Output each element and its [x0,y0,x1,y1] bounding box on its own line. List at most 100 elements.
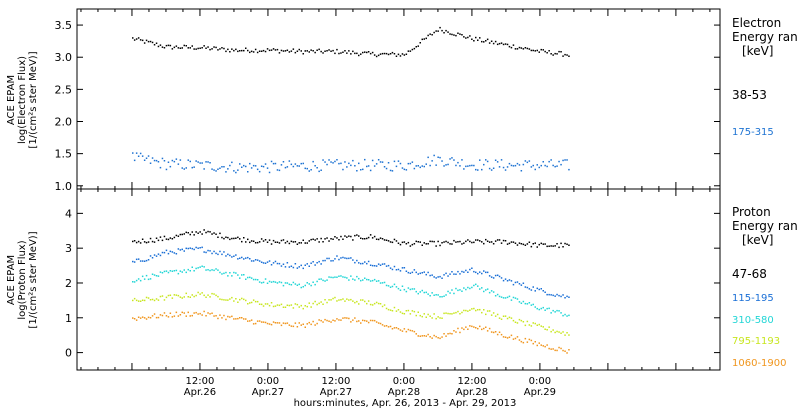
data-point [427,243,429,245]
data-point [151,257,154,259]
data-point [258,303,261,305]
data-point [233,49,235,52]
data-point [405,310,408,312]
data-point [463,242,465,244]
data-point [219,314,221,316]
data-point [264,321,267,324]
data-point [546,165,548,168]
data-point [237,169,239,171]
data-point [332,276,334,279]
data-point [155,255,158,257]
data-point [292,241,295,243]
data-point [373,302,376,305]
data-point [481,241,483,243]
data-point [532,286,534,288]
data-point [562,55,564,57]
data-point [332,162,334,164]
data-point [191,166,193,169]
data-point [514,297,517,299]
data-point [508,45,511,48]
data-point [431,337,433,339]
data-point [157,239,160,242]
data-point [409,313,412,315]
data-point [171,297,174,299]
data-point [241,274,243,276]
data-point [249,302,251,304]
data-point [249,320,251,322]
data-point [185,292,187,295]
data-point [324,259,326,262]
data-point [314,300,316,303]
data-point [504,297,507,299]
data-point [461,270,463,273]
data-point [373,319,376,322]
data-point [459,240,461,243]
data-point [191,231,193,233]
data-point [373,54,376,56]
data-point [455,273,457,275]
data-point [310,238,312,241]
data-point [258,260,261,262]
data-point [320,237,322,240]
data-point [151,240,154,243]
data-point [272,262,275,264]
data-point [159,44,162,46]
data-point [423,165,425,168]
data-point [550,159,552,161]
data-point [566,332,568,334]
data-point [449,243,451,245]
data-point [425,273,427,276]
data-point [235,298,237,300]
data-point [229,272,231,274]
data-point [457,241,459,243]
data-point [364,261,366,263]
data-point [133,39,136,41]
proton-legend-title-1: Proton [732,205,771,219]
data-point [453,273,455,275]
data-point [165,44,168,47]
data-point [330,260,332,262]
data-point [356,320,358,323]
data-point [149,40,152,43]
data-point [560,51,562,53]
data-point [437,337,439,339]
data-point [294,241,297,243]
data-point [532,342,534,345]
data-point [455,311,457,314]
data-point [367,279,370,281]
data-point [528,160,531,162]
data-point [231,275,233,277]
data-point [155,159,158,162]
data-point [534,322,536,325]
data-point [375,163,378,165]
series-115-195 [132,246,570,299]
data-point [247,238,249,241]
data-point [334,320,336,322]
data-point [239,238,241,240]
data-point [411,310,414,312]
data-point [423,313,425,315]
data-point [298,283,300,286]
data-point [223,299,225,301]
data-point [496,161,499,163]
data-point [270,281,273,283]
data-point [247,276,249,279]
data-point [417,311,419,313]
data-point [477,272,479,275]
data-point [270,160,273,163]
data-point [512,319,515,322]
data-point [153,241,156,243]
data-point [455,164,457,167]
data-point [516,162,519,165]
data-point [485,289,487,291]
data-point [260,165,263,167]
data-point [350,164,352,167]
data-point [296,243,299,245]
data-point [151,157,154,159]
data-point [415,314,417,317]
data-point [237,236,239,239]
data-point [292,165,295,168]
legend-proton-795-1193: 795-1193 [732,336,780,347]
data-point [506,166,509,168]
data-point [252,299,255,301]
